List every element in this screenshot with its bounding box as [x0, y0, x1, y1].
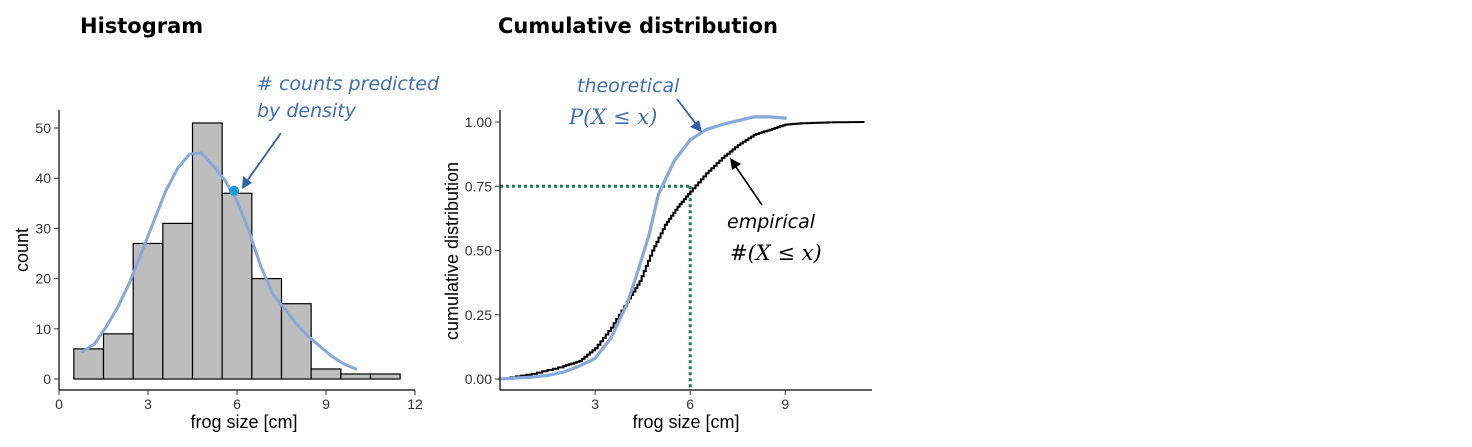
- cdf-y-axis-label: cumulative distribution: [442, 162, 462, 340]
- density-curve: [81, 151, 358, 371]
- histogram-bar: [340, 373, 372, 380]
- empirical-annotation-arrowhead: [730, 158, 741, 170]
- x-tick-label: 6: [686, 396, 694, 412]
- histogram-bar: [102, 333, 134, 380]
- x-tick-label: 3: [144, 396, 152, 412]
- theoretical-annotation-math: P(X ≤ x): [568, 105, 657, 129]
- y-tick-label: 0.50: [465, 243, 492, 259]
- x-tick-label: 0: [55, 396, 63, 412]
- theoretical-annotation-label: theoretical: [577, 75, 680, 97]
- empirical-annotation-label: empirical: [727, 211, 816, 233]
- x-tick-label: 9: [781, 396, 789, 412]
- density-annotation-arrowhead: [242, 176, 252, 189]
- density-highlight-point: [229, 185, 240, 196]
- theoretical-cdf-line: [498, 115, 787, 381]
- y-tick-label: 0: [43, 371, 51, 387]
- y-tick-label: 30: [35, 220, 51, 236]
- histogram-bar: [73, 348, 105, 380]
- y-tick-label: 40: [35, 170, 51, 186]
- histogram-y-ticks: 0 10 20 30 40 50: [35, 120, 59, 387]
- cdf-title: Cumulative distribution: [498, 14, 778, 38]
- y-tick-label: 50: [35, 120, 51, 136]
- histogram-x-axis-label: frog size [cm]: [190, 412, 297, 432]
- empirical-annotation-math: #(X ≤ x): [730, 241, 822, 265]
- cdf-x-ticks: 3 6 9: [591, 390, 789, 412]
- y-tick-label: 10: [35, 321, 51, 337]
- x-tick-label: 12: [407, 396, 423, 412]
- histogram-bar: [251, 278, 283, 380]
- x-tick-label: 9: [322, 396, 330, 412]
- histogram-bar: [132, 242, 164, 380]
- density-annotation-arrow: [246, 132, 282, 182]
- y-tick-label: 0.25: [465, 307, 492, 323]
- empirical-annotation-arrow: [735, 166, 763, 206]
- theoretical-annotation-arrowhead: [690, 120, 702, 132]
- x-tick-label: 3: [591, 396, 599, 412]
- histogram-bar: [221, 192, 253, 380]
- histogram-y-axis-label: count: [12, 228, 32, 272]
- density-annotation-line1: # counts predicted: [257, 73, 440, 95]
- cdf-x-axis-label: frog size [cm]: [632, 412, 739, 432]
- histogram-bar: [191, 122, 223, 380]
- x-tick-label: 6: [233, 396, 241, 412]
- cdf-panel: Cumulative distribution 3 6 9 0.00 0.25 0.50…: [442, 14, 872, 432]
- histogram-panel: Histogram 0 3 6 9 12 0 10 20 30 40 50 frog size […: [12, 14, 440, 432]
- cdf-y-ticks: 0.00 0.25 0.50 0.75 1.00: [465, 114, 500, 387]
- histogram-bar: [310, 368, 342, 380]
- y-tick-label: 0.75: [465, 178, 492, 194]
- density-annotation-line2: by density: [257, 100, 357, 122]
- histogram-x-ticks: 0 3 6 9 12: [55, 390, 423, 412]
- histogram-bar: [280, 303, 312, 380]
- histogram-bars: [73, 122, 401, 380]
- y-tick-label: 0.00: [465, 371, 492, 387]
- empirical-cdf-line: [500, 121, 865, 380]
- y-tick-label: 1.00: [465, 114, 492, 130]
- histogram-title: Histogram: [80, 14, 203, 38]
- theoretical-annotation-arrow: [676, 98, 697, 125]
- y-tick-label: 20: [35, 271, 51, 287]
- histogram-bar: [369, 373, 401, 380]
- histogram-bar: [162, 222, 194, 380]
